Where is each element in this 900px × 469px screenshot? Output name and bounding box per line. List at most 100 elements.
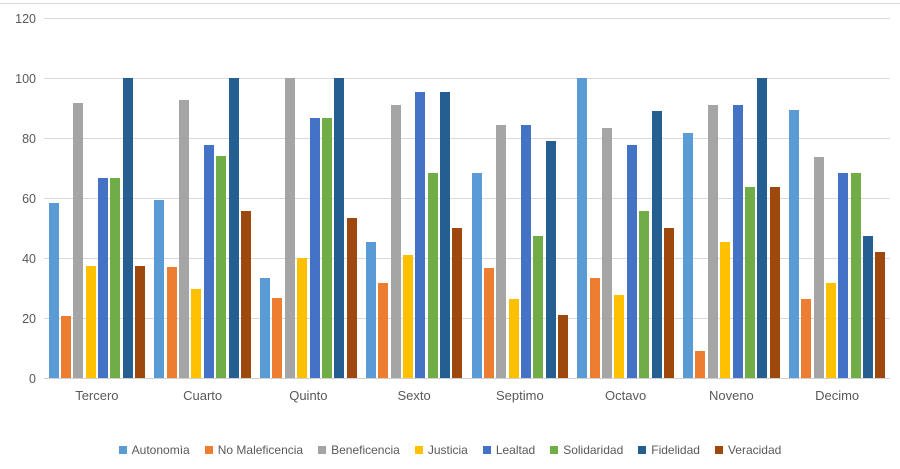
bar-fidelidad: [863, 235, 874, 378]
bar-autonomìa: [471, 172, 482, 378]
bar-solidaridad: [639, 211, 650, 378]
bar-no-maleficencia: [801, 299, 812, 378]
gridline: [44, 258, 890, 259]
bar-no-maleficencia: [60, 315, 71, 378]
bar-justicia: [720, 241, 731, 378]
legend-swatch-icon: [414, 446, 423, 454]
bar-autonomìa: [365, 241, 376, 378]
bar-beneficencia: [707, 105, 718, 378]
bar-veracidad: [769, 187, 780, 378]
bar-veracidad: [240, 211, 251, 378]
gridline: [44, 18, 890, 19]
bar-group-octavo: [573, 19, 679, 378]
y-tick-label: 40: [22, 252, 36, 266]
bar-solidaridad: [321, 117, 332, 378]
bar-veracidad: [875, 251, 886, 378]
bar-beneficencia: [390, 105, 401, 378]
bar-lealtad: [838, 172, 849, 378]
bar-group-cuarto: [150, 19, 256, 378]
gridline: [44, 318, 890, 319]
gridline: [44, 138, 890, 139]
bar-lealtad: [203, 144, 214, 378]
y-tick-label: 60: [22, 192, 36, 206]
x-category-label: Sexto: [397, 388, 431, 403]
bar-no-maleficencia: [589, 278, 600, 378]
legend-label: Lealtad: [495, 443, 536, 457]
bar-veracidad: [346, 218, 357, 378]
legend-label: Fidelidad: [651, 443, 700, 457]
legend-label: No Maleficencia: [217, 443, 304, 457]
bar-solidaridad: [533, 235, 544, 378]
bar-no-maleficencia: [483, 267, 494, 378]
legend-item-solidaridad: Solidaridad: [550, 443, 623, 457]
bar-solidaridad: [110, 177, 121, 378]
legend-item-lealtad: Lealtad: [482, 443, 536, 457]
bar-justicia: [825, 283, 836, 378]
bar-lealtad: [521, 125, 532, 378]
bar-fidelidad: [757, 78, 768, 378]
bar-no-maleficencia: [378, 282, 389, 378]
x-category-label: Cuarto: [183, 388, 223, 403]
legend-swatch-icon: [550, 446, 559, 454]
x-axis-line: [44, 378, 890, 379]
bar-fidelidad: [334, 78, 345, 378]
bar-group-noveno: [679, 19, 785, 378]
bar-justicia: [614, 294, 625, 378]
legend-label: Beneficencia: [331, 443, 400, 457]
bar-group-decimo: [784, 19, 890, 378]
legend-swatch-icon: [204, 446, 213, 454]
legend-item-beneficencia: Beneficencia: [318, 443, 400, 457]
x-category-label: Noveno: [708, 388, 754, 403]
legend-swatch-icon: [318, 446, 327, 454]
y-tick-label: 100: [15, 72, 36, 86]
bar-beneficencia: [602, 128, 613, 378]
gridline: [44, 198, 890, 199]
bar-no-maleficencia: [272, 297, 283, 378]
legend-swatch-icon: [714, 446, 723, 454]
gridline: [44, 78, 890, 79]
bar-group-septimo: [467, 19, 573, 378]
bar-solidaridad: [427, 173, 438, 378]
bar-fidelidad: [545, 141, 556, 378]
bar-justicia: [402, 255, 413, 378]
bar-lealtad: [626, 144, 637, 378]
y-tick-label: 20: [22, 312, 36, 326]
bar-autonomìa: [577, 78, 588, 378]
bar-justicia: [508, 299, 519, 378]
legend-item-autonomìa: Autonomìa: [118, 443, 190, 457]
y-tick-label: 120: [15, 12, 36, 26]
bar-autonomìa: [260, 278, 270, 378]
bar-group-quinto: [256, 19, 362, 378]
legend-swatch-icon: [638, 446, 647, 454]
bar-autonomìa: [48, 203, 59, 378]
bar-veracidad: [452, 228, 463, 378]
bar-beneficencia: [284, 78, 295, 378]
legend-item-fidelidad: Fidelidad: [638, 443, 700, 457]
bar-autonomìa: [788, 109, 799, 378]
legend-label: Veracidad: [727, 443, 782, 457]
bar-fidelidad: [651, 111, 662, 378]
x-category-label: Octavo: [605, 388, 647, 403]
bar-beneficencia: [73, 102, 84, 378]
bar-solidaridad: [744, 187, 755, 378]
legend-item-justicia: Justicia: [414, 443, 468, 457]
bar-lealtad: [98, 177, 109, 378]
x-category-label: Decimo: [815, 388, 860, 403]
bar-no-maleficencia: [166, 267, 177, 378]
bar-beneficencia: [179, 100, 190, 378]
bar-no-maleficencia: [695, 350, 706, 378]
bar-solidaridad: [850, 172, 861, 378]
legend-label: Solidaridad: [563, 443, 624, 457]
legend-item-veracidad: Veracidad: [714, 443, 782, 457]
bar-justicia: [85, 265, 96, 378]
bar-autonomìa: [683, 132, 693, 378]
x-category-label: Septimo: [496, 388, 544, 403]
bar-solidaridad: [216, 155, 227, 378]
legend-swatch-icon: [118, 446, 127, 454]
top-border-line: [0, 3, 900, 4]
bar-fidelidad: [440, 91, 451, 378]
bar-beneficencia: [813, 156, 824, 378]
bar-justicia: [191, 289, 202, 378]
bar-beneficencia: [496, 125, 507, 378]
